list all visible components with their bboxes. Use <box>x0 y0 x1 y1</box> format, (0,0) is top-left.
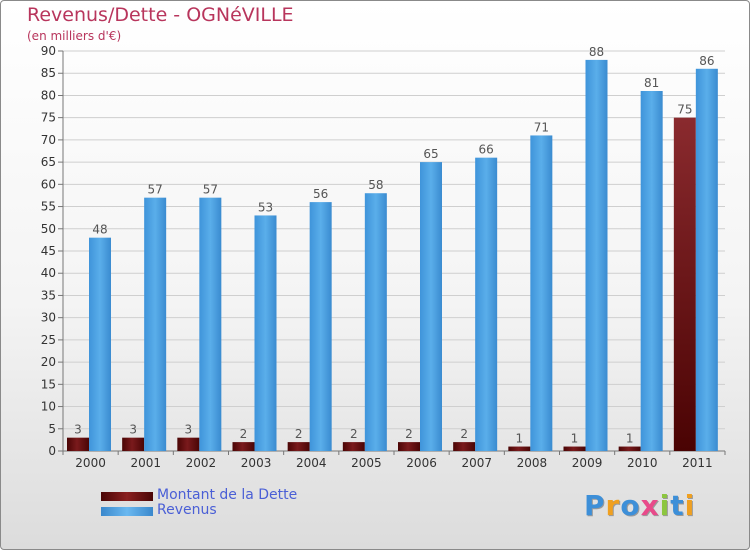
bar-dette-2010 <box>618 446 641 451</box>
data-label-dette-2003: 2 <box>240 427 248 441</box>
logo-letter: o <box>620 489 641 522</box>
bar-revenus-2008 <box>530 135 553 451</box>
logo-letter: x <box>640 489 660 522</box>
x-tick-label: 2003 <box>241 456 272 470</box>
bar-revenus-2009 <box>585 59 608 452</box>
x-tick-label: 2004 <box>296 456 327 470</box>
proxiti-logo: Proxiti <box>584 489 695 522</box>
data-label-dette-2007: 2 <box>460 427 468 441</box>
bar-dette-2004 <box>287 442 310 451</box>
bar-revenus-2005 <box>364 193 387 451</box>
bar-dette-2005 <box>342 442 365 451</box>
bar-dette-2000 <box>67 437 89 451</box>
bar-dette-2003 <box>232 442 255 451</box>
y-tick-label: 55 <box>41 200 56 214</box>
data-label-dette-2002: 3 <box>185 423 193 437</box>
y-tick-label: 60 <box>41 177 56 191</box>
data-label-dette-2004: 2 <box>295 427 303 441</box>
y-tick-label: 70 <box>41 133 56 147</box>
bar-revenus-2010 <box>640 91 663 451</box>
bar-dette-2009 <box>563 446 586 451</box>
y-tick-label: 15 <box>41 377 56 391</box>
x-tick-label: 2001 <box>130 456 161 470</box>
data-label-revenus-2003: 53 <box>258 200 273 214</box>
legend-swatch-dette <box>101 492 153 501</box>
bar-dette-2006 <box>398 442 420 451</box>
y-tick-label: 10 <box>41 400 56 414</box>
bar-dette-2011 <box>673 117 696 452</box>
bar-dette-2007 <box>453 442 476 451</box>
bar-revenus-2001 <box>144 197 167 451</box>
x-tick-label: 2002 <box>186 456 217 470</box>
x-tick-label: 2006 <box>406 456 437 470</box>
y-tick-label: 40 <box>41 266 56 280</box>
bar-revenus-2007 <box>475 157 498 451</box>
y-tick-label: 75 <box>41 111 56 125</box>
x-tick-label: 2008 <box>517 456 548 470</box>
data-label-revenus-2010: 81 <box>644 76 659 90</box>
x-tick-label: 2009 <box>572 456 603 470</box>
logo-letter: t <box>670 489 685 522</box>
bar-dette-2001 <box>122 437 145 451</box>
data-label-dette-2008: 1 <box>516 432 524 446</box>
data-label-dette-2005: 2 <box>350 427 358 441</box>
y-tick-label: 20 <box>41 355 56 369</box>
bar-revenus-2000 <box>89 237 111 451</box>
data-label-revenus-2001: 57 <box>148 183 163 197</box>
data-label-dette-2001: 3 <box>129 423 137 437</box>
bar-revenus-2011 <box>695 68 718 452</box>
data-label-revenus-2000: 48 <box>92 223 107 237</box>
data-label-dette-2011: 75 <box>677 103 692 117</box>
data-label-revenus-2006: 65 <box>423 147 438 161</box>
chart-subtitle: (en milliers d'€) <box>27 29 122 43</box>
logo-letter: r <box>605 489 621 522</box>
x-tick-label: 2011 <box>682 456 713 470</box>
legend-swatch-revenus <box>101 507 153 516</box>
y-tick-label: 45 <box>41 244 56 258</box>
data-label-revenus-2008: 71 <box>534 120 549 134</box>
bar-dette-2008 <box>508 446 531 451</box>
data-label-revenus-2011: 86 <box>699 54 714 68</box>
bar-revenus-2002 <box>199 197 222 451</box>
bar-dette-2002 <box>177 437 200 451</box>
y-tick-label: 80 <box>41 88 56 102</box>
y-tick-label: 0 <box>48 444 56 458</box>
legend-label-revenus: Revenus <box>157 502 217 518</box>
data-label-revenus-2007: 66 <box>479 143 494 157</box>
y-tick-label: 65 <box>41 155 56 169</box>
bar-revenus-2003 <box>254 215 277 451</box>
x-tick-label: 2005 <box>351 456 382 470</box>
x-tick-label: 2007 <box>461 456 492 470</box>
y-tick-label: 35 <box>41 288 56 302</box>
data-label-dette-2009: 1 <box>571 432 579 446</box>
x-tick-label: 2010 <box>627 456 658 470</box>
data-label-revenus-2002: 57 <box>203 183 218 197</box>
data-label-dette-2006: 2 <box>405 427 413 441</box>
data-label-dette-2010: 1 <box>626 432 634 446</box>
y-tick-label: 5 <box>48 422 56 436</box>
legend-label-dette: Montant de la Dette <box>157 487 298 503</box>
bar-revenus-2004 <box>309 202 332 451</box>
y-tick-label: 30 <box>41 311 56 325</box>
data-label-revenus-2005: 58 <box>368 178 383 192</box>
bar-revenus-2006 <box>420 162 442 451</box>
y-tick-label: 85 <box>41 66 56 80</box>
x-tick-label: 2000 <box>75 456 106 470</box>
y-tick-label: 50 <box>41 222 56 236</box>
logo-letter: i <box>684 489 696 522</box>
logo-letter: P <box>584 489 606 522</box>
y-tick-label: 25 <box>41 333 56 347</box>
logo-letter: i <box>659 489 671 522</box>
data-label-dette-2000: 3 <box>74 423 82 437</box>
chart-title: Revenus/Dette - OGNéVILLE <box>27 4 294 26</box>
data-label-revenus-2009: 88 <box>589 45 604 59</box>
y-tick-label: 90 <box>41 44 56 58</box>
data-label-revenus-2004: 56 <box>313 187 328 201</box>
